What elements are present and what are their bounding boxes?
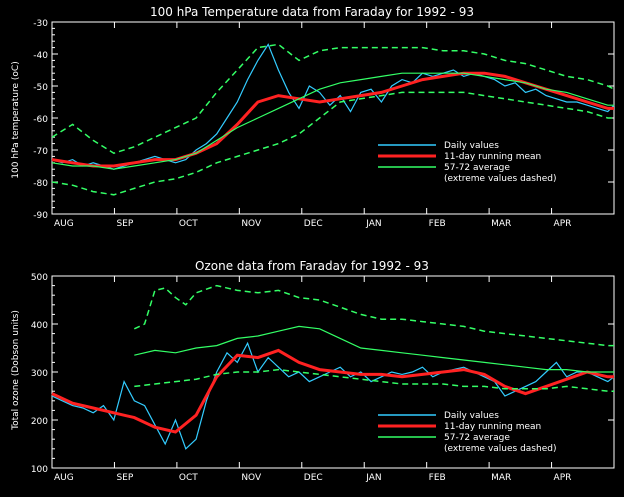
- legend-label: Daily values: [444, 141, 499, 151]
- legend-label: 11-day running mean: [444, 422, 541, 432]
- plot-frame: [51, 21, 615, 215]
- series-line: [51, 72, 614, 170]
- legend-label: 11-day running mean: [444, 152, 541, 162]
- y-tick-label: 200: [31, 417, 48, 427]
- y-tick-label: 300: [31, 369, 48, 379]
- series-line: [51, 91, 614, 196]
- series-line: [134, 368, 614, 392]
- x-tick-label: APR: [554, 473, 572, 483]
- y-tick-label: -60: [33, 115, 48, 125]
- legend-label: Daily values: [444, 411, 499, 421]
- y-tick-label: 400: [31, 321, 48, 331]
- panel-ozone: Ozone data from Faraday for 1992 - 93 To…: [11, 259, 615, 483]
- x-tick-label: JAN: [365, 219, 381, 229]
- x-tick-label: APR: [554, 219, 572, 229]
- x-tick-label: MAR: [491, 473, 511, 483]
- x-tick-label: DEC: [304, 219, 323, 229]
- y-tick-label: 100: [31, 465, 48, 475]
- y-axis-label: 100 hPa temperature (oC): [11, 61, 21, 178]
- legend-label: (extreme values dashed): [444, 174, 556, 184]
- x-tick-label: MAR: [491, 219, 511, 229]
- series-line: [134, 325, 614, 373]
- plot-area: [51, 43, 615, 196]
- y-tick-label: -80: [33, 179, 48, 189]
- plot-area: [51, 284, 615, 450]
- x-tick-label: OCT: [179, 473, 198, 483]
- panel-temperature: 100 hPa Temperature data from Faraday fo…: [11, 5, 615, 229]
- y-tick-label: -50: [33, 83, 48, 93]
- x-tick-label: SEP: [116, 219, 133, 229]
- series-line: [133, 284, 614, 347]
- y-tick-label: 500: [31, 273, 48, 283]
- x-tick-label: JAN: [365, 473, 381, 483]
- legend-label: (extreme values dashed): [444, 444, 556, 454]
- legend-label: 57-72 average: [444, 433, 510, 443]
- x-tick-label: NOV: [241, 473, 262, 483]
- x-tick-label: FEB: [429, 219, 446, 229]
- x-tick-label: OCT: [179, 219, 198, 229]
- y-tick-label: -90: [33, 211, 48, 221]
- panel-title: 100 hPa Temperature data from Faraday fo…: [150, 5, 474, 19]
- x-tick-label: SEP: [116, 473, 133, 483]
- y-tick-label: -30: [33, 19, 48, 29]
- x-tick-label: DEC: [304, 473, 323, 483]
- y-axis-label: Total ozone (Dobson units): [11, 310, 21, 431]
- series-line: [51, 43, 615, 155]
- x-tick-label: AUG: [54, 473, 74, 483]
- x-tick-label: NOV: [241, 219, 262, 229]
- y-tick-label: -70: [33, 147, 48, 157]
- y-tick-label: -40: [33, 51, 48, 61]
- series-line: [51, 341, 615, 450]
- axis-ticks: 500 400 300 200 100 AUG SEP OCT NOV DEC JAN FEB MAR A…: [31, 273, 614, 483]
- x-tick-label: FEB: [429, 473, 446, 483]
- legend-label: 57-72 average: [444, 163, 510, 173]
- panel-title: Ozone data from Faraday for 1992 - 93: [195, 259, 429, 273]
- x-tick-label: AUG: [54, 219, 74, 229]
- axis-ticks: -30 -40 -50 -60 -70 -80 -90 AUG SEP OCT NOV DEC JAN F…: [33, 19, 614, 229]
- series-line: [51, 348, 614, 434]
